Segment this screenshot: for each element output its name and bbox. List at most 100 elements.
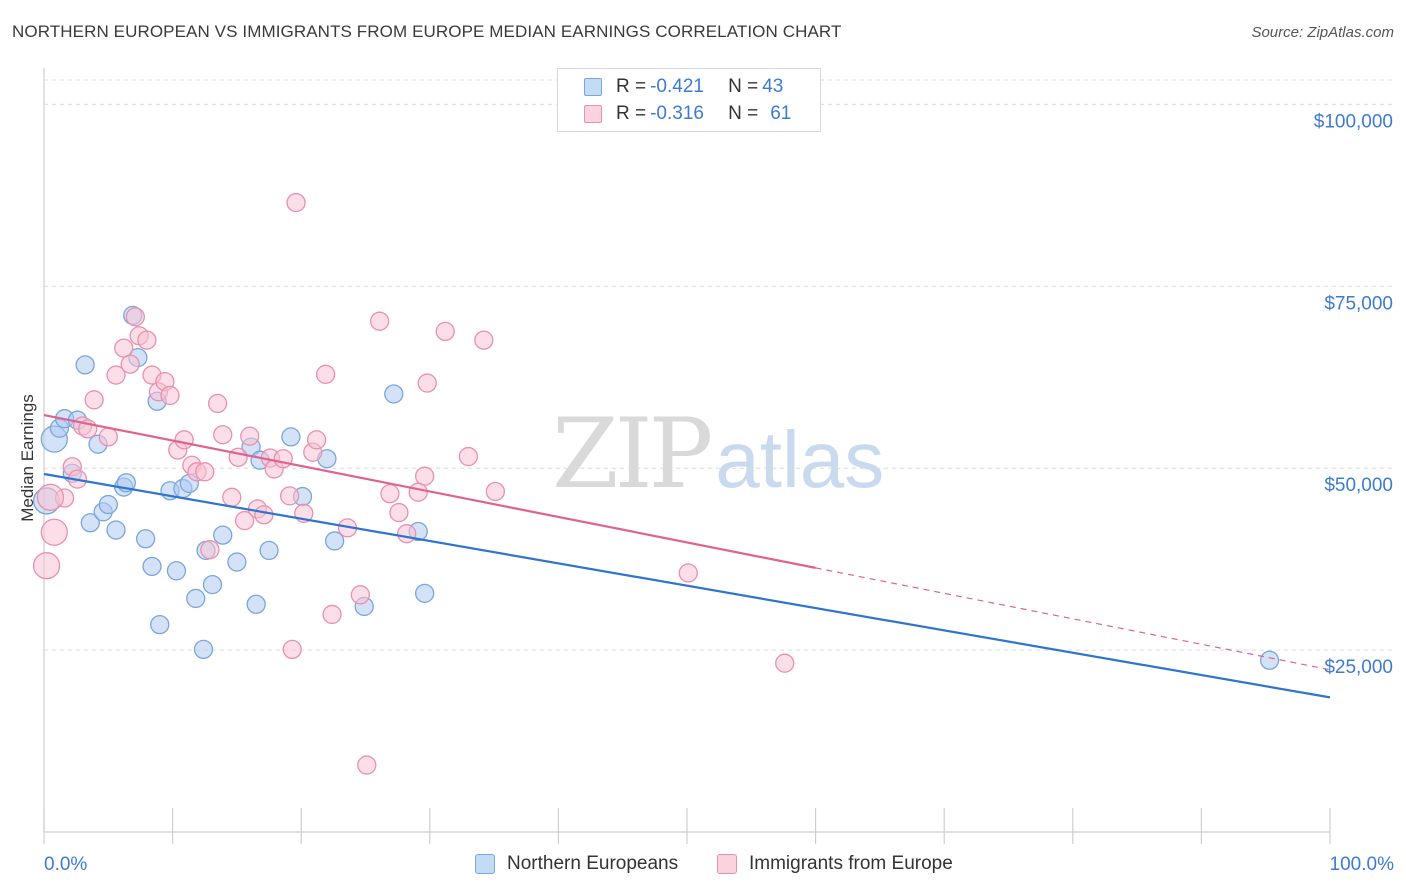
northern-europeans-point [281,427,301,447]
immigrants-from-europe-point [36,483,65,511]
immigrants-from-europe-point [240,426,260,446]
bottom-legend-label-pink: Immigrants from Europe [749,853,953,874]
immigrants-from-europe-point [222,487,242,507]
immigrants-from-europe-point [40,518,68,546]
northern-europeans-point [166,561,187,581]
northern-europeans-point [142,556,162,577]
bottom-legend-immigrants-from-europe: Immigrants from Europe [717,850,953,878]
immigrants-from-europe-point [397,524,417,544]
northern-europeans-point [324,531,345,551]
northern-europeans-point [213,525,233,545]
northern-europeans-point [193,639,214,660]
immigrants-from-europe-point [458,446,479,467]
series-immigrants-from-europe [32,192,795,775]
x-tick-marks [43,808,1331,844]
y-tick-label: $50,000 [1324,475,1393,496]
immigrants-from-europe-point [415,466,435,486]
source-label: Source: ZipAtlas.com [1251,24,1394,41]
northern-europeans-point [415,583,435,603]
immigrants-from-europe-point [273,449,293,469]
trend-line-immigrants-extrapolated [815,567,1331,671]
immigrants-from-europe-point [160,385,180,406]
northern-europeans-point [106,520,126,540]
legend-r-label: R = [616,76,647,97]
immigrants-from-europe-point [435,321,455,342]
legend-r-value: -0.316 [650,103,704,124]
x-tick-label-min: 0.0% [44,854,87,875]
correlation-legend: R = -0.421 N = 43 R = -0.316 N = 61 [557,68,821,132]
northern-europeans-point [98,494,118,515]
immigrants-from-europe-point [408,482,428,502]
legend-r-label: R = [616,103,647,124]
immigrants-from-europe-point [32,552,61,580]
legend-swatch-pink [584,105,602,123]
legend-row-pink: R = -0.316 N = 61 [584,101,791,127]
y-tick-labels: $25,000 $50,000 $75,000 $100,000 [1314,111,1393,678]
immigrants-from-europe-point [234,510,255,531]
bottom-legend-swatch-blue [475,854,495,874]
y-tick-label: $75,000 [1324,293,1393,314]
legend-n-value: 61 [770,103,792,124]
x-tick-label-max: 100.0% [1330,854,1395,875]
legend-row-blue: R = -0.421 N = 43 [584,74,783,100]
bottom-legend-swatch-pink [717,854,737,874]
immigrants-from-europe-point [485,481,506,502]
immigrants-from-europe-point [322,604,342,625]
y-tick-label: $100,000 [1314,111,1393,132]
immigrants-from-europe-point [282,639,302,660]
immigrants-from-europe-point [279,486,300,506]
trend-lines [43,413,1331,699]
immigrants-from-europe-point [114,338,134,358]
immigrants-from-europe-point [254,505,274,525]
immigrants-from-europe-point [678,563,698,583]
immigrants-from-europe-point [207,393,228,414]
northern-europeans-point [246,594,266,614]
immigrants-from-europe-point [775,653,795,673]
chart-title: NORTHERN EUROPEAN VS IMMIGRANTS FROM EUR… [12,22,842,41]
northern-europeans-point [259,540,279,561]
trend-line-immigrants-from-europe [43,413,816,569]
northern-europeans-point [227,552,247,572]
legend-n-label: N = [728,103,759,124]
immigrants-from-europe-point [228,447,248,467]
northern-europeans-point [202,574,223,595]
northern-europeans-point [80,513,100,533]
immigrants-from-europe-point [380,484,400,504]
immigrants-from-europe-point [195,462,215,482]
y-axis-label: Median Earnings [18,394,37,522]
bottom-legend-northern-europeans: Northern Europeans [475,850,678,878]
legend-n-value: 43 [762,76,784,97]
immigrants-from-europe-point [98,427,118,447]
legend-swatch-blue [584,78,602,96]
immigrants-from-europe-point [474,330,494,350]
trend-line-northern-europeans [43,472,1331,699]
northern-europeans-point [1259,650,1280,670]
immigrants-from-europe-point [357,755,377,775]
immigrants-from-europe-point [125,307,145,327]
immigrants-from-europe-point [306,430,327,450]
immigrants-from-europe-point [315,364,336,384]
legend-n-label: N = [728,76,759,97]
northern-europeans-point [135,529,156,549]
immigrants-from-europe-point [120,354,140,374]
grid-lines [44,79,1394,651]
bottom-legend-label-blue: Northern Europeans [507,853,679,874]
northern-europeans-point [75,355,95,375]
immigrants-from-europe-point [106,365,126,385]
immigrants-from-europe-point [137,330,157,350]
y-tick-label: $25,000 [1324,657,1393,678]
immigrants-from-europe-point [350,585,371,605]
immigrants-from-europe-point [417,373,437,393]
immigrants-from-europe-point [84,390,104,410]
series-northern-europeans [32,305,1280,670]
legend-r-value: -0.421 [650,76,704,97]
northern-europeans-point [384,384,404,404]
immigrants-from-europe-point [369,311,390,331]
immigrants-from-europe-point [174,430,194,450]
immigrants-from-europe-point [389,502,409,523]
northern-europeans-point [186,588,206,609]
immigrants-from-europe-point [200,540,220,560]
immigrants-from-europe-point [286,192,306,213]
immigrants-from-europe-point [213,425,233,445]
